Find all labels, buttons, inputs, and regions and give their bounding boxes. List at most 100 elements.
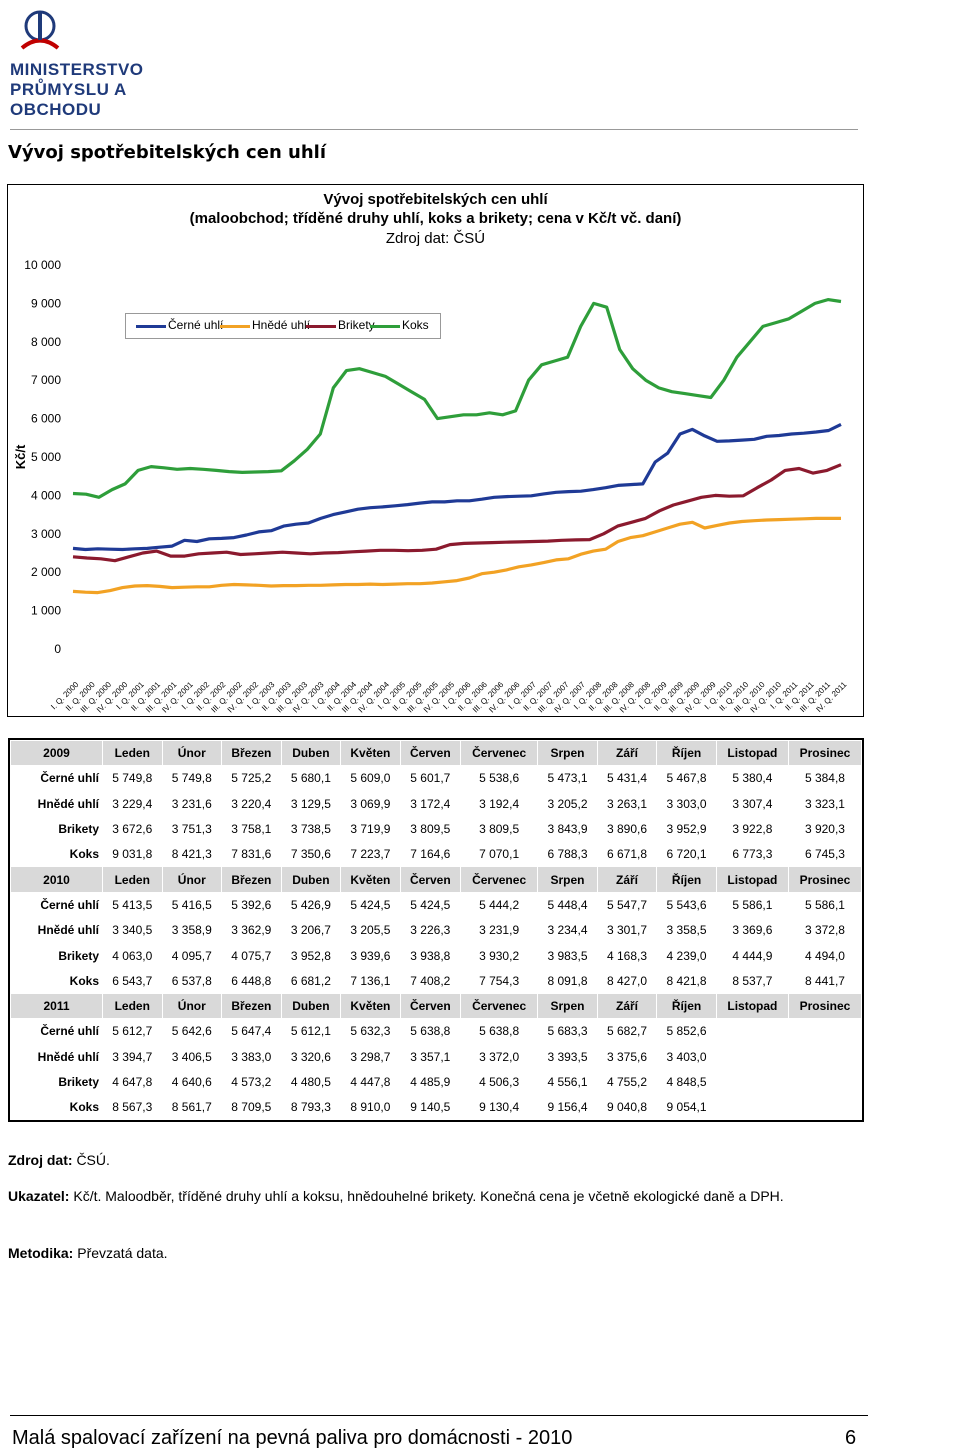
table-cell: 3 375,6 (596, 1043, 658, 1070)
table-cell: 5 467,8 (656, 765, 717, 792)
table-cell: 8 793,3 (280, 1094, 342, 1121)
method-note: Metodika: Převzatá data. (8, 1245, 168, 1261)
table-month-header: Duben (280, 866, 342, 893)
table-row: Hnědé uhlí 3 340,5 3 358,9 3 362,9 3 206,7 3 … (10, 917, 863, 944)
table-row-label: Brikety (10, 815, 103, 843)
table-cell: 9 040,8 (596, 1094, 658, 1121)
table-cell: 3 205,5 (340, 917, 401, 944)
table-cell: 5 538,6 (459, 765, 539, 792)
table-cell: 5 380,4 (715, 765, 789, 792)
table-month-header: Březen (221, 992, 282, 1020)
table-month-header: Duben (280, 992, 342, 1020)
legend-label-1: Hnědé uhlí (252, 318, 311, 332)
table-cell: 5 601,7 (399, 765, 461, 792)
table-cell: 5 424,5 (340, 891, 401, 919)
table-cell: 3 751,3 (161, 815, 223, 843)
table-row-label: Brikety (10, 942, 103, 969)
chart-container: Vývoj spotřebitelských cen uhlí (maloobc… (7, 184, 864, 717)
legend-swatch-1 (220, 325, 250, 328)
table-cell: 8 567,3 (102, 1094, 163, 1121)
legend-swatch-2 (306, 325, 336, 328)
table-row-label: Brikety (10, 1068, 103, 1096)
table-cell: 3 938,8 (399, 942, 461, 969)
table-cell: 5 543,6 (656, 891, 717, 919)
table-cell: 5 424,5 (399, 891, 461, 919)
table-cell: 3 234,4 (537, 917, 598, 944)
method-value: Převzatá data. (77, 1245, 168, 1261)
chart-title-line2: (maloobchod; tříděné druhy uhlí, koks a … (189, 210, 682, 227)
series-line-1 (72, 516, 841, 595)
table-row: Brikety 4 647,8 4 640,6 4 573,2 4 480,5 4 447… (10, 1068, 863, 1096)
y-tick-label: 2 000 (31, 565, 61, 579)
table-row-label: Černé uhlí (10, 1018, 103, 1045)
logo-line2: PRŮMYSLU A OBCHODU (10, 80, 127, 119)
table-year-cell: 2011 (10, 992, 103, 1020)
table-month-header: Říjen (656, 866, 717, 893)
table-cell: 5 609,0 (340, 765, 401, 792)
table-cell: 6 537,8 (161, 967, 223, 994)
table-cell: 8 561,7 (161, 1094, 223, 1121)
table-header-row: 2009 Leden Únor Březen Duben Květen Červen Červ… (10, 739, 863, 767)
table-month-header: Květen (340, 992, 401, 1020)
header-divider (10, 129, 858, 130)
indicator-value: Kč/t. Maloodběr, tříděné druhy uhlí a ko… (73, 1188, 784, 1204)
legend-label-2: Brikety (338, 318, 375, 332)
table-cell: 5 749,8 (102, 765, 163, 792)
table-cell: 5 612,7 (102, 1018, 163, 1045)
table-cell: 5 683,3 (537, 1018, 598, 1045)
indicator-label: Ukazatel: (8, 1188, 70, 1204)
legend-swatch-0 (136, 325, 166, 328)
table-cell: 8 427,0 (596, 967, 658, 994)
table-cell: 3 406,5 (161, 1043, 223, 1070)
table-cell: 7 223,7 (340, 841, 401, 868)
table-month-header: Únor (161, 739, 223, 767)
source-value: ČSÚ. (76, 1152, 110, 1168)
table-cell: 3 983,5 (537, 942, 598, 969)
table-cell: 8 421,3 (161, 841, 223, 868)
table-cell: 3 383,0 (221, 1043, 282, 1070)
table-cell: 5 638,8 (459, 1018, 539, 1045)
table-cell: 4 485,9 (399, 1068, 461, 1096)
table-cell: 4 444,9 (715, 942, 789, 969)
table-cell: 4 647,8 (102, 1068, 163, 1096)
footer-title: Malá spalovací zařízení na pevná paliva … (12, 1427, 573, 1449)
table-cell: 3 340,5 (102, 917, 163, 944)
table-cell (715, 1043, 789, 1070)
table-row: Koks 9 031,8 8 421,3 7 831,6 7 350,6 7 223,7 7… (10, 841, 863, 868)
table-cell: 7 754,3 (459, 967, 539, 994)
table-cell: 3 231,6 (161, 790, 223, 817)
table-cell: 9 031,8 (102, 841, 163, 868)
table-cell: 5 384,8 (787, 765, 863, 792)
table-cell: 4 755,2 (596, 1068, 658, 1096)
table-cell: 5 431,4 (596, 765, 658, 792)
table-cell (715, 1068, 789, 1096)
series-line-2 (72, 463, 842, 563)
table-cell: 3 358,5 (656, 917, 717, 944)
table-month-header: Leden (102, 992, 163, 1020)
table-month-header: Září (596, 992, 658, 1020)
table-cell: 8 709,5 (221, 1094, 282, 1121)
y-tick-label: 10 000 (24, 258, 61, 272)
y-axis-label: Kč/t (13, 444, 28, 469)
table-cell: 5 632,3 (340, 1018, 401, 1045)
table-month-header: Prosinec (787, 992, 863, 1020)
table-cell: 3 263,1 (596, 790, 658, 817)
table-cell: 6 448,8 (221, 967, 282, 994)
table-cell: 5 612,1 (280, 1018, 342, 1045)
table-cell: 3 303,0 (656, 790, 717, 817)
logo-line1: MINISTERSTVO (10, 60, 144, 79)
table-row-label: Koks (10, 967, 103, 994)
table-month-header: Prosinec (787, 866, 863, 893)
table-row: Brikety 3 672,6 3 751,3 3 758,1 3 738,5 3 719… (10, 815, 863, 843)
table-cell: 7 164,6 (399, 841, 461, 868)
table-cell: 3 307,4 (715, 790, 789, 817)
series-line-3 (72, 297, 842, 499)
table-cell: 9 156,4 (537, 1094, 598, 1121)
table-cell: 3 809,5 (399, 815, 461, 843)
line-chart: Kč/t 0 1 000 2 000 3 000 4 000 5 000 6 000 7 000… (13, 258, 849, 715)
source-note: Zdroj dat: ČSÚ. (8, 1152, 110, 1168)
table-cell: 3 922,8 (715, 815, 789, 843)
table-cell: 6 543,7 (102, 967, 163, 994)
table-cell: 5 413,5 (102, 891, 163, 919)
table-row-label: Hnědé uhlí (10, 790, 103, 817)
